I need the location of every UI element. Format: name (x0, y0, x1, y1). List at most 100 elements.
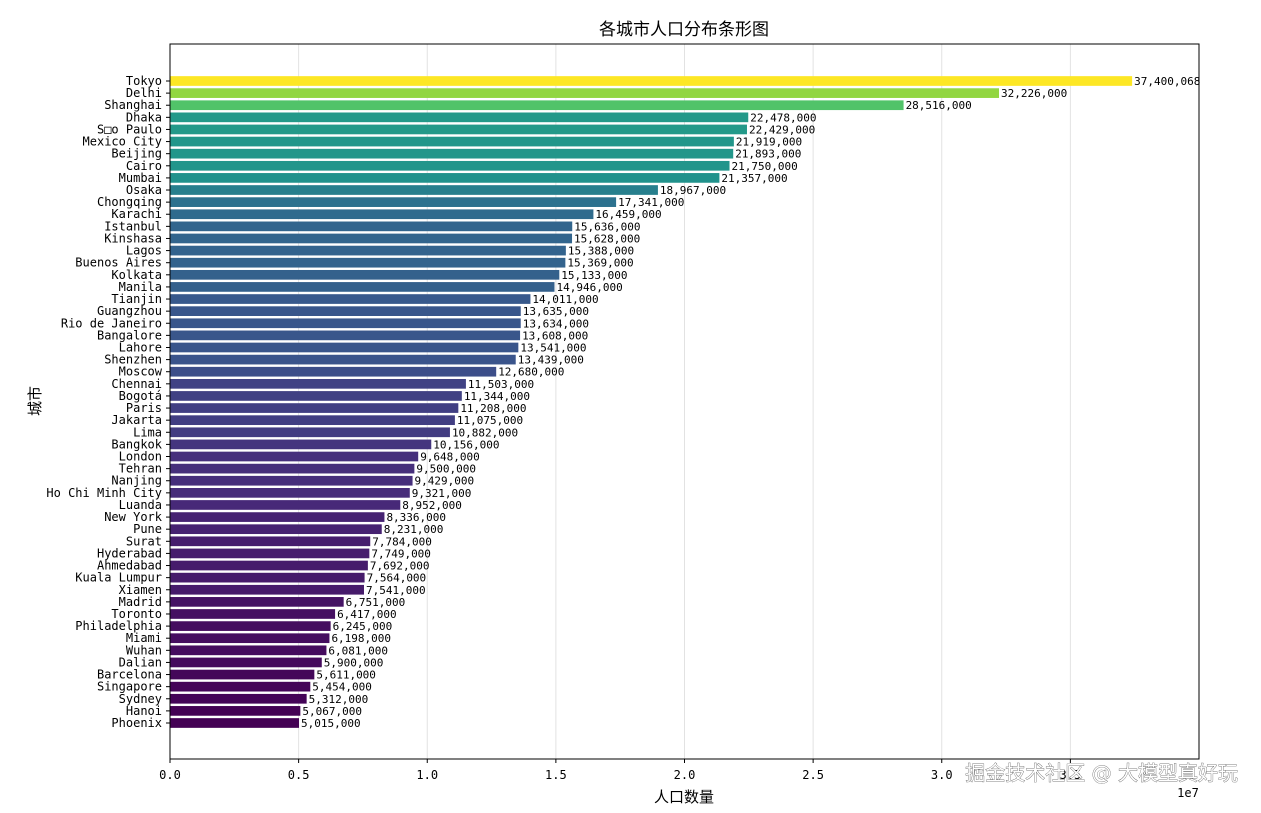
x-tick-label: 3.0 (931, 768, 953, 782)
value-label: 11,075,000 (457, 414, 523, 427)
value-label: 21,919,000 (736, 136, 802, 149)
category-label: Shenzhen (104, 353, 162, 367)
category-label: Surat (126, 534, 162, 548)
value-label: 5,900,000 (324, 656, 384, 669)
category-label: Dhaka (126, 110, 162, 124)
value-label: 22,478,000 (750, 111, 816, 124)
category-label: Xiamen (119, 583, 162, 597)
value-label: 13,634,000 (523, 317, 589, 330)
category-label: Delhi (126, 86, 162, 100)
category-label: Buenos Aires (75, 256, 162, 270)
category-label: Mumbai (119, 171, 162, 185)
x-tick-label: 1.5 (545, 768, 567, 782)
category-label: Hyderabad (97, 546, 162, 560)
value-label: 15,369,000 (567, 257, 633, 270)
x-ticks: 0.0 0.5 1.0 1.5 2.0 2.5 3.0 3.5 (159, 759, 1081, 782)
value-labels: 37,400,068 32,226,000 28,516,000 22,478,000… (301, 75, 1200, 730)
category-label: New York (104, 510, 163, 524)
value-label: 8,231,000 (384, 523, 444, 536)
value-label: 14,011,000 (532, 293, 598, 306)
category-label: Osaka (126, 183, 162, 197)
bar (170, 597, 344, 607)
value-label: 6,081,000 (328, 644, 388, 657)
bar (170, 669, 315, 680)
category-label: Kolkata (111, 268, 162, 282)
bar (170, 148, 734, 159)
value-label: 15,388,000 (568, 245, 634, 258)
category-label: Cairo (126, 159, 162, 173)
bar (170, 330, 521, 341)
category-label: Luanda (119, 498, 162, 512)
value-label: 9,500,000 (416, 463, 476, 476)
value-label: 12,680,000 (498, 366, 564, 379)
bar (170, 185, 658, 195)
bars (170, 76, 1133, 728)
bar (170, 475, 413, 486)
category-label: Philadelphia (75, 619, 162, 633)
bar (170, 609, 336, 619)
bar (170, 197, 617, 207)
value-label: 8,952,000 (402, 499, 462, 512)
category-label: Barcelona (97, 668, 162, 682)
value-label: 5,067,000 (302, 705, 362, 718)
bar (170, 415, 455, 426)
bar (170, 136, 734, 147)
bar (170, 233, 573, 244)
value-label: 10,882,000 (452, 426, 518, 439)
bar (170, 657, 322, 668)
value-label: 17,341,000 (618, 196, 684, 209)
category-label: Miami (126, 631, 162, 645)
category-label: Istanbul (104, 219, 162, 233)
bar (170, 342, 519, 353)
category-label: Nanjing (111, 474, 162, 488)
bar (170, 584, 364, 595)
value-label: 6,198,000 (331, 632, 391, 645)
category-label: Phoenix (111, 716, 162, 730)
value-label: 8,336,000 (386, 511, 446, 524)
value-label: 5,312,000 (309, 693, 369, 706)
value-label: 15,636,000 (574, 220, 640, 233)
category-label: Bangkok (111, 437, 162, 451)
x-tick-label: 0.0 (159, 768, 181, 782)
value-label: 16,459,000 (595, 208, 661, 221)
value-label: 6,245,000 (333, 620, 393, 633)
category-label: Toronto (111, 607, 162, 621)
category-label: Madrid (119, 595, 162, 609)
value-label: 13,541,000 (520, 341, 586, 354)
bar (170, 378, 466, 389)
bar (170, 403, 459, 413)
bar (170, 282, 555, 292)
category-label: Dalian (119, 655, 162, 669)
x-multiplier-label: 1e7 (1177, 786, 1199, 800)
bar (170, 88, 1000, 98)
bar (170, 269, 560, 280)
category-label: London (119, 450, 162, 464)
bar (170, 524, 382, 535)
category-label: Moscow (119, 365, 163, 379)
category-label: Lahore (119, 340, 162, 354)
value-label: 11,344,000 (464, 390, 530, 403)
category-label: Chennai (111, 377, 162, 391)
x-tick-label: 0.5 (288, 768, 310, 782)
bar (170, 221, 573, 232)
x-tick-label: 3.5 (1060, 768, 1082, 782)
category-label: Jakarta (111, 413, 162, 427)
value-label: 5,611,000 (316, 669, 376, 682)
value-label: 9,648,000 (420, 451, 480, 464)
value-label: 15,133,000 (561, 269, 627, 282)
x-tick-label: 2.0 (674, 768, 696, 782)
value-label: 11,208,000 (460, 402, 526, 415)
bar (170, 548, 370, 559)
bar (170, 706, 301, 716)
value-label: 32,226,000 (1001, 87, 1067, 100)
bar (170, 173, 720, 183)
value-label: 7,541,000 (366, 584, 426, 597)
bar (170, 536, 371, 547)
chart-title: 各城市人口分布条形图 (599, 20, 769, 40)
value-label: 11,503,000 (468, 378, 534, 391)
bar (170, 306, 521, 316)
bar (170, 451, 419, 462)
value-label: 7,564,000 (367, 572, 427, 585)
bar (170, 354, 516, 365)
bar (170, 318, 521, 329)
